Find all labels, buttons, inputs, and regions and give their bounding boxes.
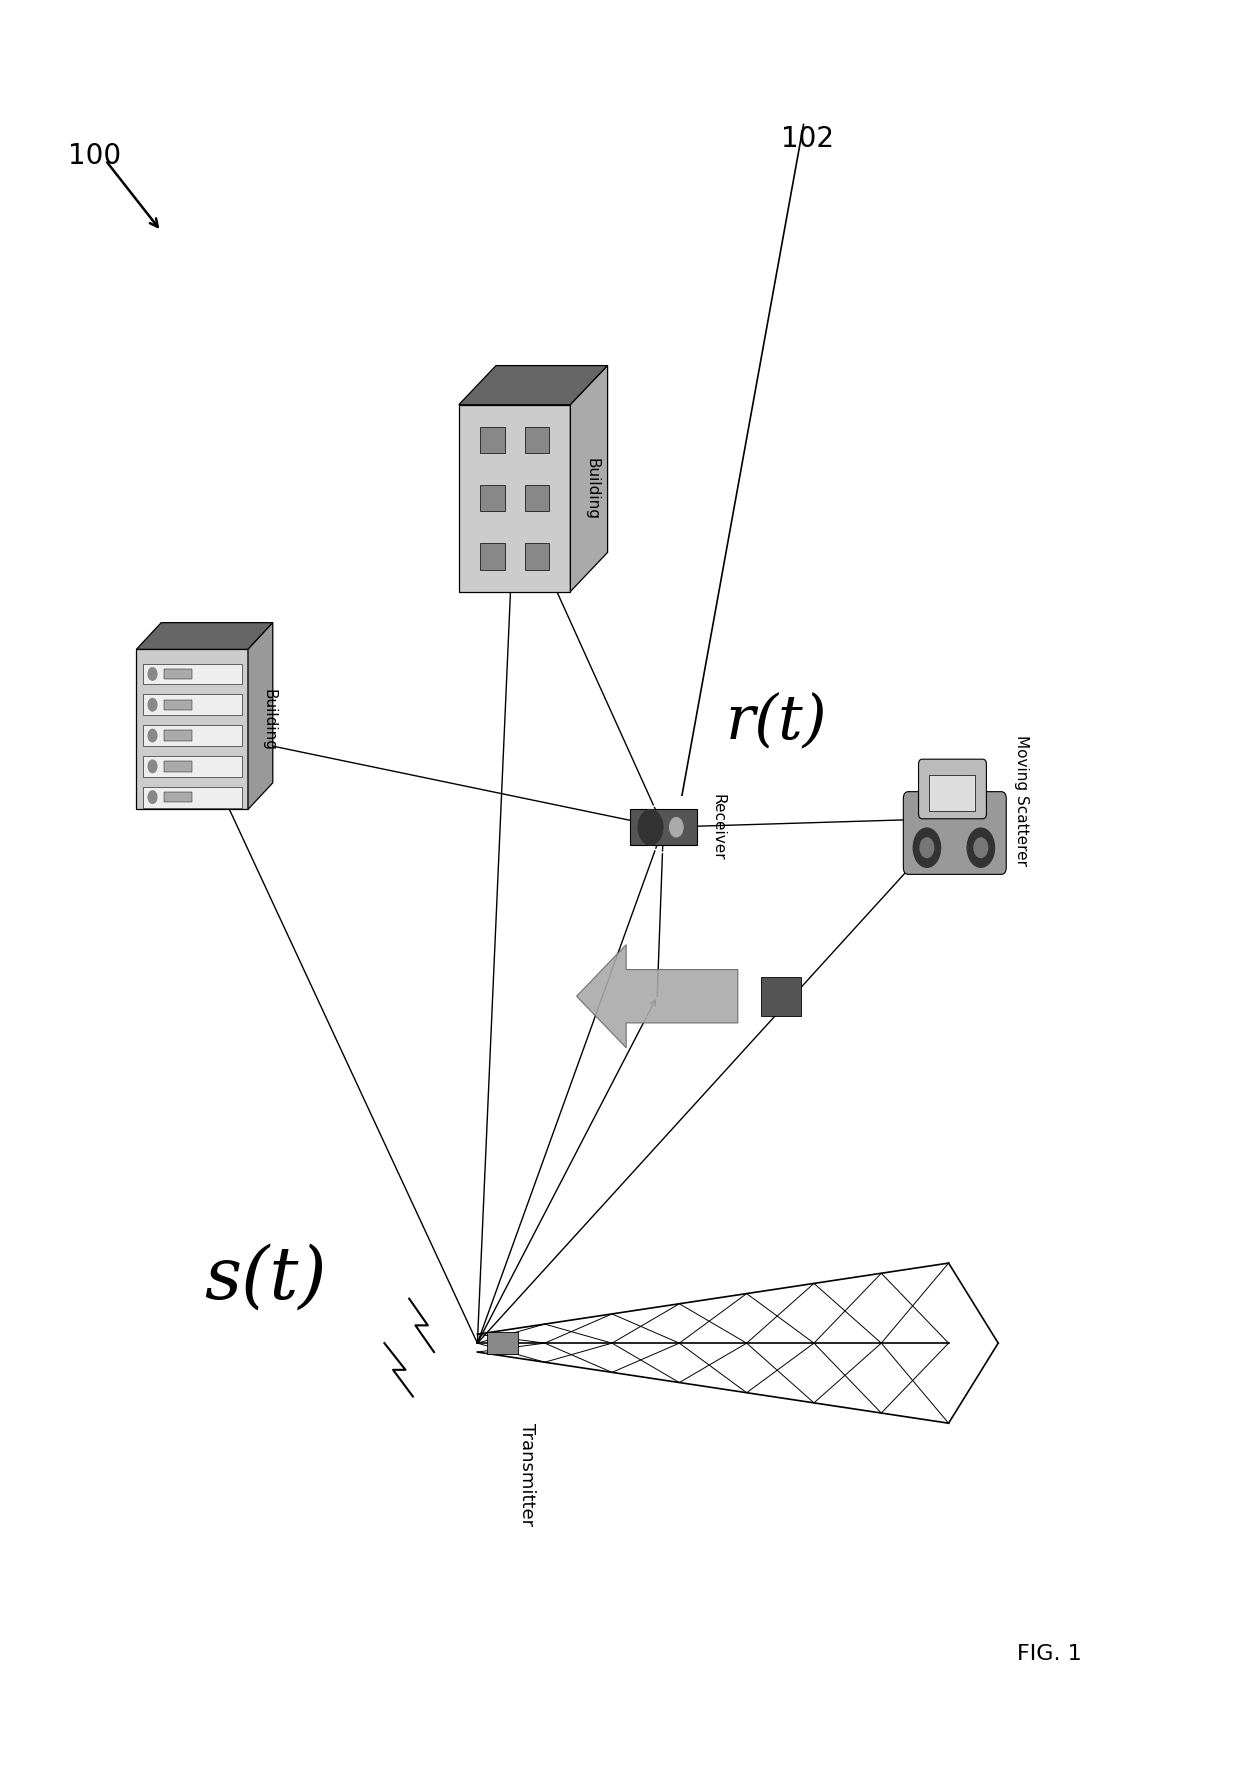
- Text: Moving Scatterer: Moving Scatterer: [1014, 735, 1029, 866]
- Circle shape: [148, 760, 157, 772]
- Polygon shape: [459, 406, 570, 591]
- Text: Transmitter: Transmitter: [518, 1423, 536, 1526]
- FancyBboxPatch shape: [929, 776, 975, 811]
- Text: Building: Building: [262, 690, 277, 751]
- FancyBboxPatch shape: [525, 543, 549, 569]
- Text: Building: Building: [584, 459, 599, 519]
- Circle shape: [148, 792, 157, 804]
- Text: r(t): r(t): [725, 692, 827, 751]
- Text: FIG. 1: FIG. 1: [1017, 1644, 1081, 1665]
- Text: 102: 102: [781, 125, 835, 153]
- Circle shape: [975, 838, 988, 857]
- FancyBboxPatch shape: [761, 977, 801, 1016]
- FancyBboxPatch shape: [143, 664, 242, 685]
- FancyBboxPatch shape: [164, 761, 191, 772]
- FancyBboxPatch shape: [164, 699, 191, 710]
- FancyBboxPatch shape: [143, 786, 242, 808]
- FancyBboxPatch shape: [164, 669, 191, 680]
- Polygon shape: [577, 945, 738, 1048]
- FancyBboxPatch shape: [143, 726, 242, 745]
- Circle shape: [148, 729, 157, 742]
- Circle shape: [913, 827, 941, 866]
- FancyBboxPatch shape: [164, 792, 191, 802]
- Polygon shape: [459, 365, 608, 406]
- FancyBboxPatch shape: [903, 792, 1007, 873]
- Circle shape: [967, 827, 994, 866]
- Circle shape: [148, 667, 157, 680]
- Text: 100: 100: [68, 142, 122, 171]
- Polygon shape: [248, 623, 273, 809]
- Circle shape: [148, 699, 157, 712]
- FancyBboxPatch shape: [487, 1332, 518, 1354]
- FancyBboxPatch shape: [480, 486, 505, 511]
- FancyBboxPatch shape: [143, 694, 242, 715]
- FancyBboxPatch shape: [480, 543, 505, 569]
- Circle shape: [920, 838, 934, 857]
- FancyBboxPatch shape: [143, 756, 242, 777]
- FancyBboxPatch shape: [480, 427, 505, 454]
- FancyBboxPatch shape: [630, 809, 697, 845]
- FancyBboxPatch shape: [525, 486, 549, 511]
- Text: Receiver: Receiver: [711, 793, 725, 861]
- FancyBboxPatch shape: [164, 731, 191, 740]
- Polygon shape: [570, 365, 608, 591]
- FancyBboxPatch shape: [525, 427, 549, 454]
- FancyBboxPatch shape: [919, 760, 987, 818]
- Circle shape: [670, 818, 683, 836]
- Polygon shape: [136, 649, 248, 809]
- Circle shape: [639, 809, 663, 845]
- Text: s(t): s(t): [205, 1244, 327, 1313]
- Polygon shape: [136, 623, 273, 649]
